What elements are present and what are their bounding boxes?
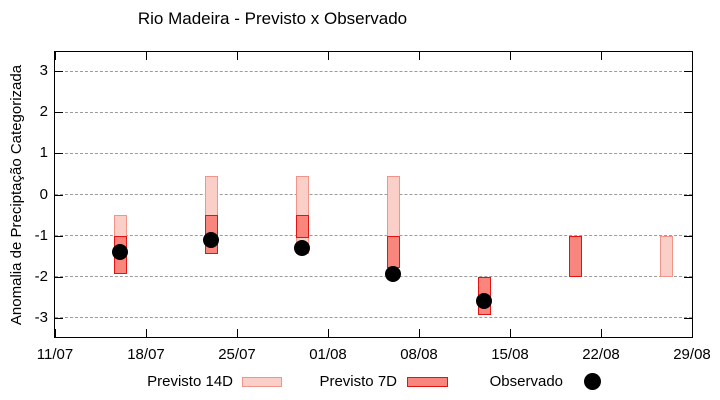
observed-dot [476, 293, 492, 310]
legend-label-previsto-14d: Previsto 14D [147, 373, 233, 390]
x-tick-label: 08/08 [400, 346, 438, 363]
plot-area [54, 51, 693, 338]
x-tick-label: 01/08 [309, 346, 347, 363]
y-tick-label: -3 [34, 308, 48, 326]
x-tick-mark [601, 329, 602, 337]
x-tick-mark [328, 52, 329, 60]
x-tick-mark [146, 52, 147, 60]
y-tick-mark [684, 112, 692, 114]
y-tick-mark [55, 276, 63, 278]
x-tick-mark [419, 52, 420, 60]
observed-dot [203, 231, 219, 248]
y-tick-mark [684, 71, 692, 73]
x-tick-mark [55, 329, 56, 337]
y-tick-mark [684, 276, 692, 278]
y-tick-mark [684, 235, 692, 237]
x-tick-mark [419, 329, 420, 337]
x-tick-label: 11/07 [36, 346, 74, 363]
x-tick-mark [692, 52, 693, 60]
x-tick-mark [692, 329, 693, 337]
gridline [55, 235, 692, 236]
y-tick-label: 2 [39, 103, 48, 121]
x-tick-label: 25/07 [218, 346, 256, 363]
x-tick-label: 22/08 [582, 346, 620, 363]
y-tick-mark [55, 317, 63, 319]
y-tick-mark [684, 317, 692, 319]
forecast-7d-bar [386, 235, 400, 269]
y-tick-label: 1 [39, 144, 48, 162]
y-tick-mark [55, 235, 63, 237]
legend-observado-dot-icon [584, 373, 601, 390]
gridline [55, 70, 692, 72]
x-tick-mark [237, 52, 238, 60]
x-tick-mark [328, 329, 329, 337]
x-tick-mark [146, 329, 147, 337]
y-tick-label: -2 [34, 267, 48, 285]
observed-dot [112, 243, 128, 260]
gridline [55, 317, 692, 319]
chart-title: Rio Madeira - Previsto x Observado [137, 9, 408, 28]
legend-label-previsto-7d: Previsto 7D [319, 373, 397, 390]
forecast-14d-bar [659, 235, 673, 277]
y-tick-mark [55, 194, 63, 196]
observed-dot [294, 239, 310, 256]
x-tick-label: 29/08 [673, 346, 711, 363]
legend-label-observado: Observado [489, 373, 563, 390]
gridline [55, 152, 692, 154]
y-tick-mark [684, 194, 692, 196]
y-tick-label: 0 [39, 185, 48, 203]
gridline [55, 111, 692, 113]
legend-swatch-previsto-7d [407, 377, 448, 387]
x-tick-mark [510, 52, 511, 60]
x-tick-mark [55, 52, 56, 60]
y-tick-mark [55, 153, 63, 155]
forecast-7d-bar [295, 215, 309, 238]
forecast-7d-bar [568, 235, 582, 277]
y-tick-mark [55, 71, 63, 73]
x-tick-mark [237, 329, 238, 337]
x-tick-mark [510, 329, 511, 337]
x-tick-label: 18/07 [127, 346, 165, 363]
y-tick-label: 3 [39, 62, 48, 80]
gridline [55, 194, 692, 195]
observed-dot [385, 266, 401, 283]
gridline [55, 276, 692, 277]
y-tick-mark [55, 112, 63, 114]
x-tick-mark [601, 52, 602, 60]
legend-swatch-previsto-14d [242, 377, 282, 387]
x-tick-label: 15/08 [491, 346, 529, 363]
y-tick-label: -1 [34, 226, 48, 244]
y-tick-mark [684, 153, 692, 155]
